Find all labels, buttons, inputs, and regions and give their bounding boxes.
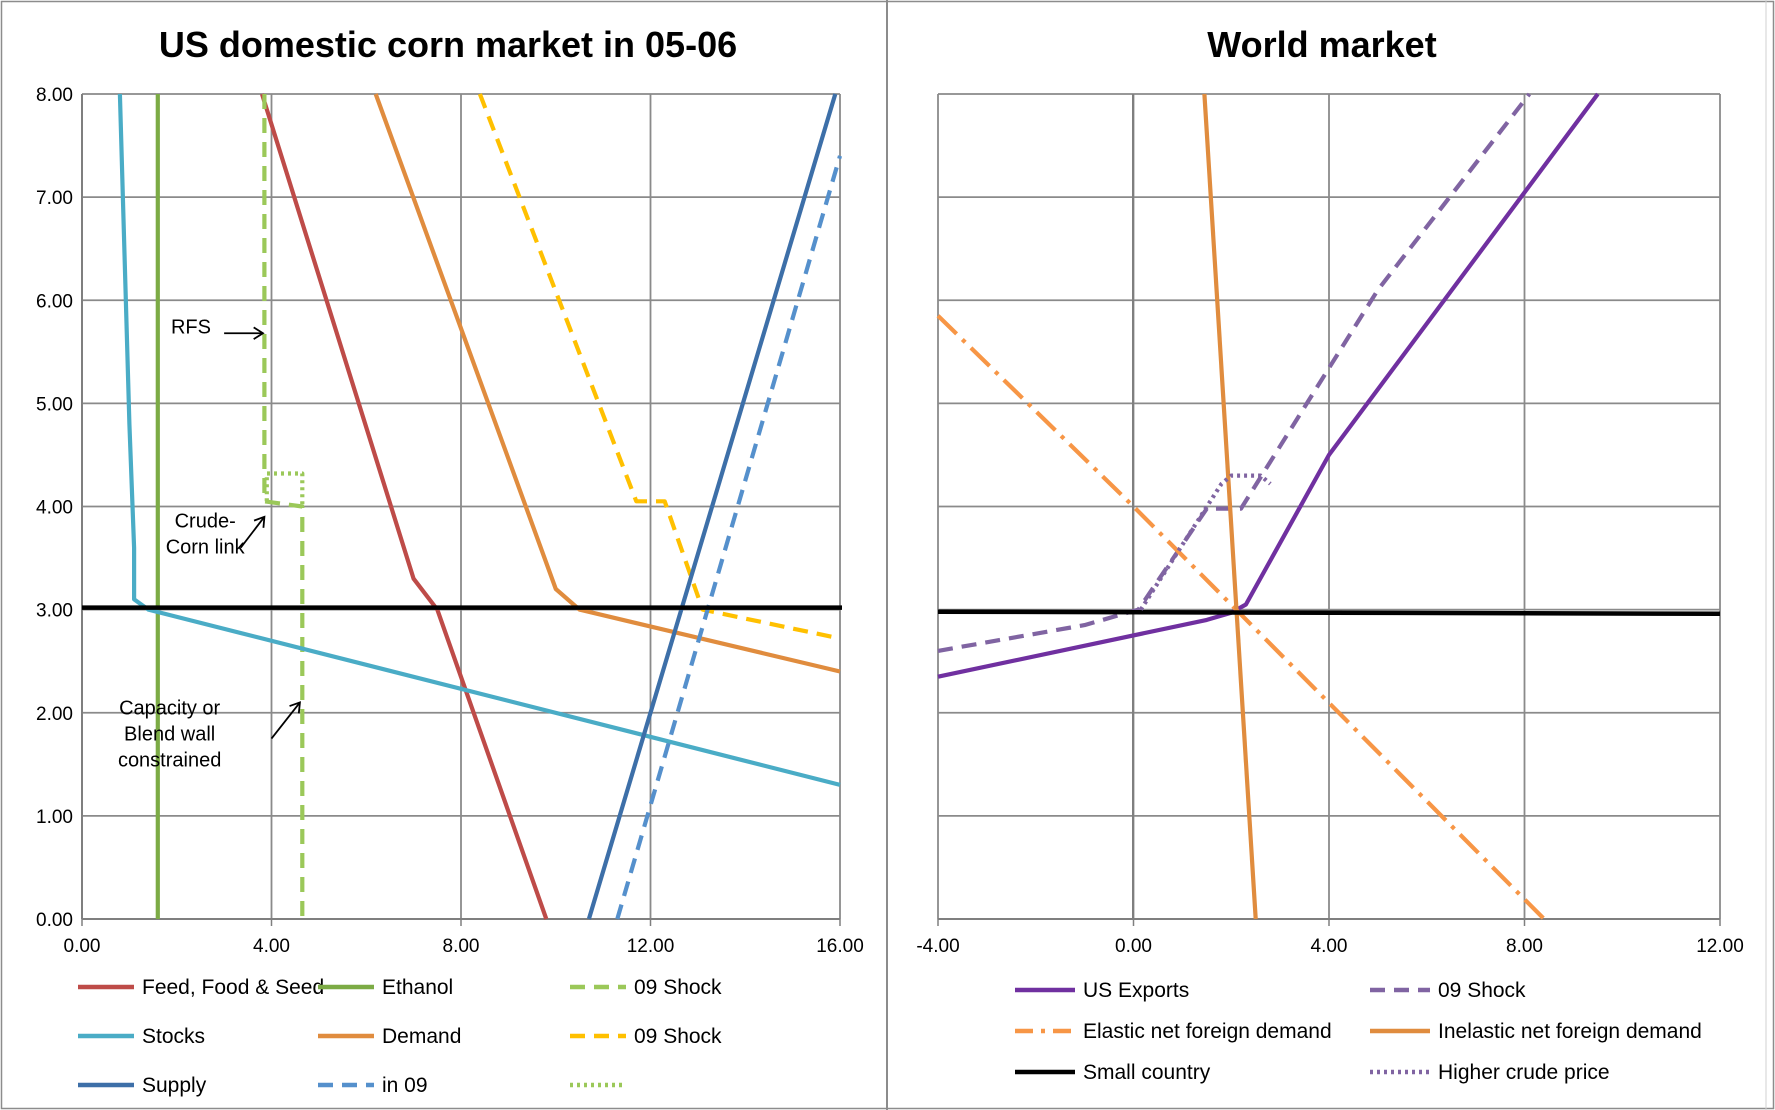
left-arrow-head: [253, 515, 266, 528]
right-legend-label-us-exports: US Exports: [1083, 979, 1189, 1002]
right-x-tick-label: 4.00: [1311, 936, 1348, 957]
left-annotation-line: Corn link: [166, 537, 246, 559]
left-chart-title: US domestic corn market in 05-06: [159, 24, 737, 65]
left-y-tick-label: 8.00: [36, 85, 73, 106]
left-annotation: RFS: [171, 316, 211, 338]
right-x-tick-label: 0.00: [1115, 936, 1152, 957]
left-x-tick-label: 12.00: [627, 936, 675, 957]
right-series-inelastic-net-foreign-demand-line: [1202, 93, 1258, 920]
left-chart-panel: US domestic corn market in 05-06 0.00 4.0…: [36, 24, 864, 1097]
left-series-demand-line: [373, 93, 841, 674]
right-series-small-country-line: [937, 609, 1721, 617]
right-series-elastic-net-foreign-demand-line: [936, 314, 1546, 921]
right-legend-label-09-shock: 09 Shock: [1438, 979, 1526, 1002]
left-annotation-line: Blend wall: [124, 724, 215, 746]
left-series-09-shock-line: [262, 94, 305, 919]
right-legend-label-elastic-net-foreign-demand: Elastic net foreign demand: [1083, 1020, 1332, 1043]
right-legend-label-small-country: Small country: [1083, 1061, 1211, 1084]
right-series-us-exports-line: [937, 92, 1600, 679]
left-arrow-shaft: [270, 701, 301, 740]
left-annotation-line: Crude-: [175, 511, 236, 533]
left-legend-label-supply: Supply: [142, 1074, 207, 1097]
left-x-tick-label: 8.00: [443, 936, 480, 957]
left-x-tick-label: 0.00: [64, 936, 101, 957]
left-annotation-line: RFS: [171, 316, 211, 338]
left-legend-label-09-shock: 09 Shock: [634, 1025, 722, 1048]
left-legend-label-feed-food-seed: Feed, Food & Seed: [142, 976, 324, 999]
left-x-tick-label: 4.00: [253, 936, 290, 957]
left-y-tick-label: 2.00: [36, 704, 73, 725]
left-y-tick-label: 6.00: [36, 291, 73, 312]
left-annotation-line: Capacity or: [119, 698, 220, 720]
right-legend-label-inelastic-net-foreign-demand: Inelastic net foreign demand: [1438, 1020, 1702, 1043]
left-y-tick-label: 5.00: [36, 394, 73, 415]
left-x-tick-label: 16.00: [816, 936, 864, 957]
left-series-group: [82, 93, 842, 920]
left-y-tick-label: 7.00: [36, 188, 73, 209]
left-arrow-shaft: [239, 516, 266, 549]
left-legend-label-stocks: Stocks: [142, 1025, 205, 1048]
left-series-09-shock-line: [477, 93, 841, 641]
left-arrow-head: [253, 326, 265, 340]
right-series-higher-crude-price-line: [1139, 473, 1272, 611]
left-legend-label-09-shock: 09 Shock: [634, 976, 722, 999]
right-legend-label-higher-crude-price: Higher crude price: [1438, 1061, 1610, 1084]
left-legend-label-ethanol: Ethanol: [382, 976, 453, 999]
left-legend-label-demand: Demand: [382, 1025, 461, 1048]
right-x-tick-label: 8.00: [1506, 936, 1543, 957]
left-series-extra-shock-line: [264, 471, 305, 507]
left-y-tick-label: 3.00: [36, 601, 73, 622]
left-series-supply-line: [586, 93, 838, 920]
left-series-feed-food-seed-line: [259, 93, 549, 920]
right-chart-title: World market: [1207, 24, 1436, 65]
left-annotation: Capacity or Blend wall constrained: [118, 698, 221, 772]
left-annotation: Crude- Corn link: [166, 511, 246, 559]
left-y-tick-label: 1.00: [36, 807, 73, 828]
left-legend-label-in-09: in 09: [382, 1074, 428, 1097]
right-series-group: [936, 92, 1721, 921]
left-series-in-09-line: [615, 155, 842, 920]
right-x-tick-label: -4.00: [916, 936, 959, 957]
left-arrow-head: [289, 701, 301, 714]
right-x-tick-label: 12.00: [1696, 936, 1744, 957]
left-y-tick-label: 4.00: [36, 498, 73, 519]
left-y-tick-label: 0.00: [36, 910, 73, 931]
left-series-stocks-line: [117, 93, 841, 787]
right-chart-panel: World market -4.00 0.00 4.00 8.00 12.00 US Ex…: [916, 24, 1743, 1084]
left-annotation-line: constrained: [118, 750, 221, 772]
